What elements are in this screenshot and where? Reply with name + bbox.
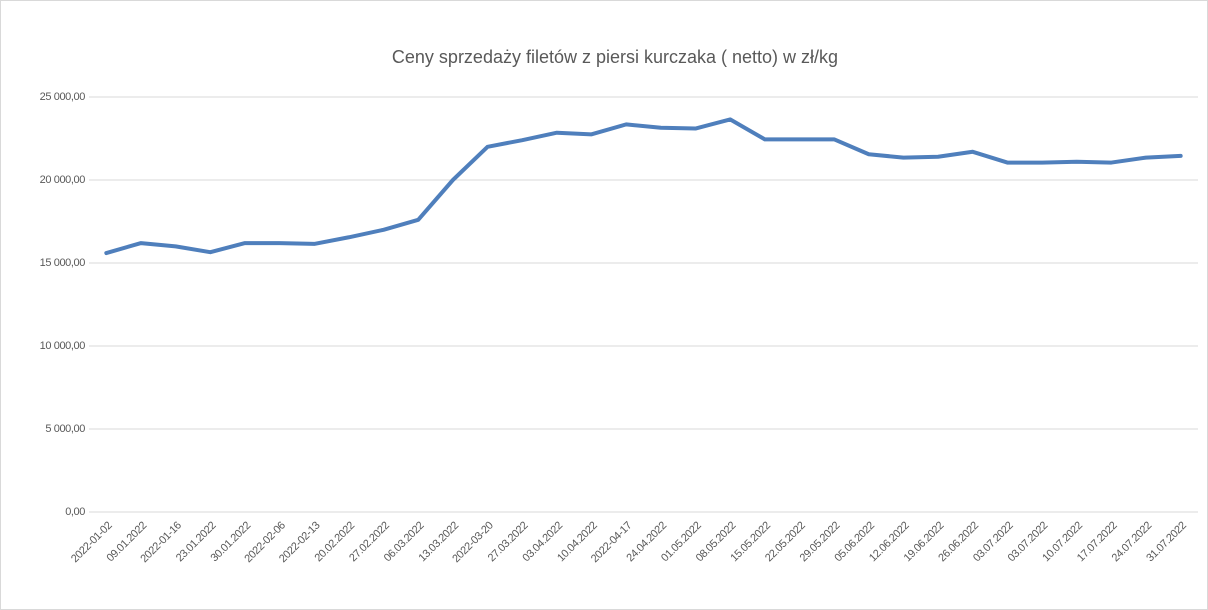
y-tick-label: 10 000,00 (40, 340, 86, 352)
y-tick-label: 0,00 (65, 506, 85, 518)
line-series (104, 117, 1183, 256)
chart-title: Ceny sprzedaży filetów z piersi kurczaka… (392, 47, 838, 67)
y-tick-label: 5 000,00 (45, 423, 85, 435)
y-tick-label: 25 000,00 (40, 91, 86, 103)
y-tick-label: 15 000,00 (40, 257, 86, 269)
y-tick-label: 20 000,00 (40, 174, 86, 186)
